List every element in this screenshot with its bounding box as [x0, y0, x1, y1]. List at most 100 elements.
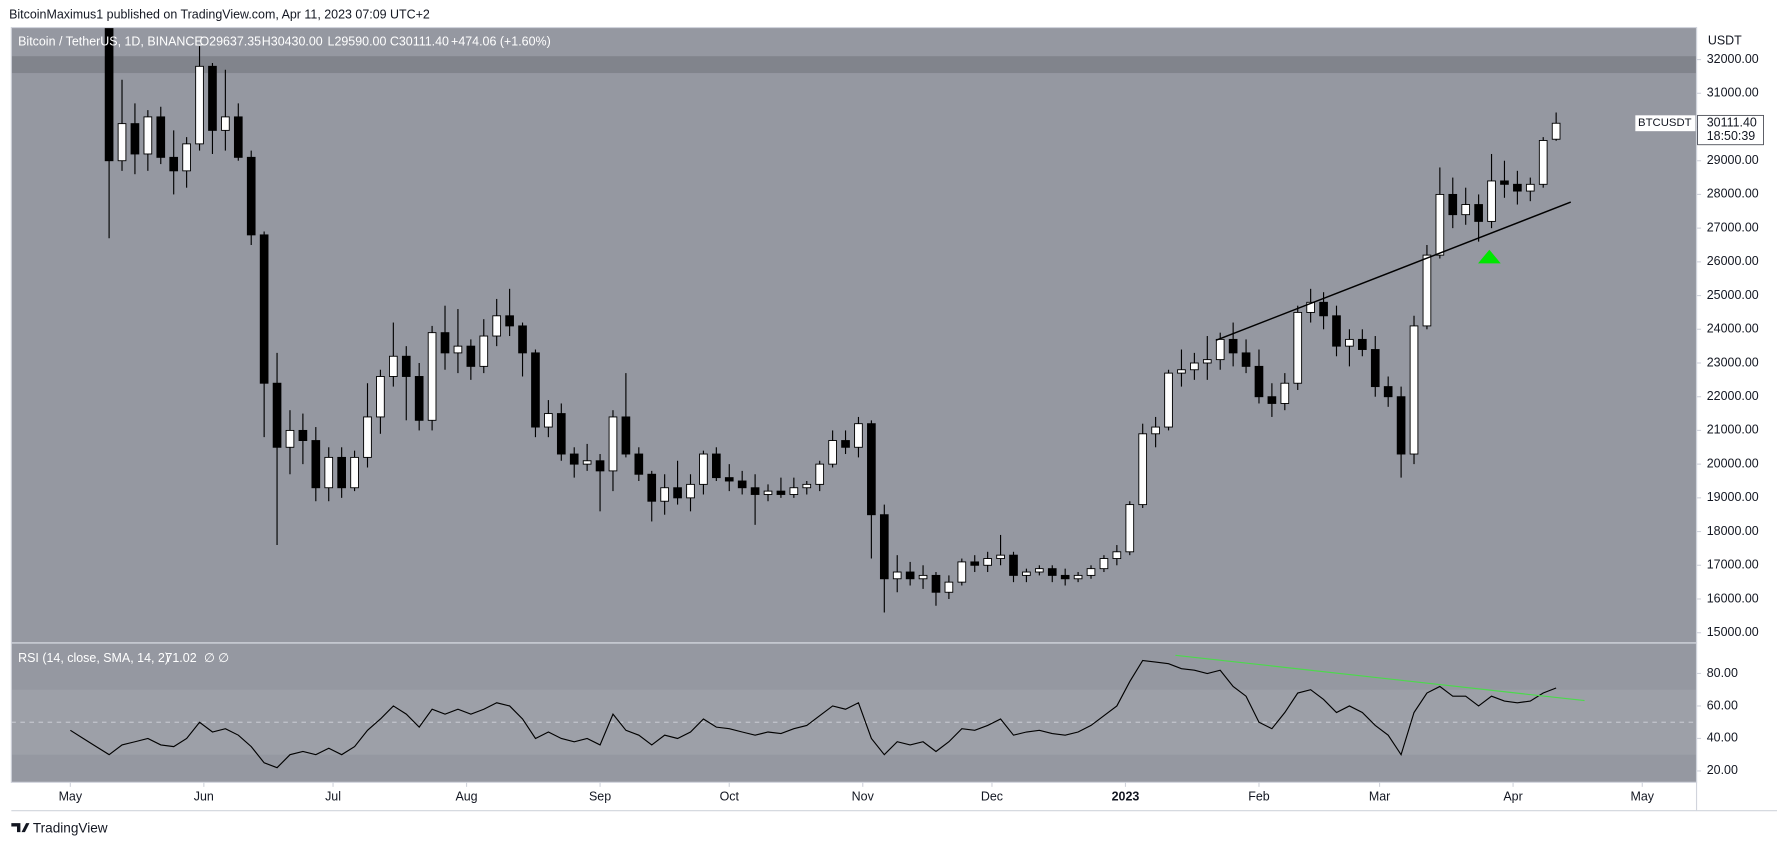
candle-body: [1035, 568, 1044, 573]
candle-body: [621, 416, 631, 455]
candle-body: [1332, 315, 1341, 347]
ohlc-open: O29637.35: [199, 35, 261, 49]
price-tag-box: [1635, 115, 1696, 132]
candle-body: [389, 355, 398, 377]
ohlc-low: L29590.00: [328, 35, 387, 49]
y-tick-label: 20000.00: [1707, 456, 1759, 470]
candle-body: [492, 315, 502, 337]
y-tick-label: 24000.00: [1707, 322, 1759, 336]
candle-body: [182, 143, 191, 172]
candle-body: [1228, 338, 1238, 354]
rsi-extra: ∅ ∅: [204, 651, 229, 665]
candle-body: [854, 423, 863, 448]
candle-body: [1060, 574, 1070, 580]
candle-body: [1525, 183, 1535, 192]
candle-body: [789, 487, 799, 495]
symbol: Bitcoin / TetherUS, 1D, BINANCE: [18, 35, 203, 49]
candle-body: [401, 355, 411, 377]
y-tick-label: 19000.00: [1707, 490, 1759, 504]
y-tick-label: 25000.00: [1707, 288, 1759, 302]
candle-body: [1500, 180, 1509, 185]
axis-unit: USDT: [1708, 33, 1742, 47]
ohlc-high: H30430.00: [262, 35, 323, 49]
y-tick-label: 29000.00: [1707, 153, 1759, 167]
y-tick-label: 22000.00: [1707, 389, 1759, 403]
y-tick-label: 32000.00: [1707, 52, 1759, 66]
y-tick-label: 80.00: [1707, 666, 1738, 680]
candle-body: [1448, 193, 1458, 216]
candle-body: [1358, 338, 1367, 350]
candle-body: [867, 423, 876, 516]
candle-body: [1254, 365, 1264, 398]
candle-body: [931, 574, 941, 593]
candle-body: [1474, 204, 1483, 222]
rsi-pane: [11, 654, 1697, 769]
candle-body: [918, 574, 928, 580]
x-tick-label: 2023: [1112, 789, 1140, 803]
x-tick-label: Jun: [194, 789, 214, 803]
candle-body: [518, 325, 527, 354]
candle-body: [1241, 352, 1251, 367]
candle-body: [905, 571, 915, 580]
candle-body: [1319, 301, 1328, 317]
candle-body: [556, 413, 566, 455]
candle-body: [1151, 426, 1160, 435]
candle-body: [324, 456, 334, 489]
candle-body: [699, 453, 708, 485]
x-tick-label: Aug: [455, 789, 477, 803]
candle-body: [453, 345, 463, 354]
y-tick-label: 40.00: [1707, 731, 1738, 745]
candle-body: [143, 116, 153, 155]
candle-body: [298, 429, 308, 441]
candle-body: [1202, 359, 1212, 364]
candle-body: [1396, 396, 1406, 455]
candle-body: [544, 413, 553, 428]
candle-body: [1280, 382, 1290, 404]
y-tick-label: 27000.00: [1707, 220, 1759, 234]
candle-body: [582, 460, 592, 465]
rsi-band: [11, 689, 1697, 755]
candle-body: [259, 234, 269, 384]
footer-logo: [11, 823, 30, 833]
y-tick-label: 31000.00: [1707, 86, 1759, 100]
x-tick-label: May: [59, 789, 83, 803]
rsi-value: 71.02: [165, 651, 196, 665]
price-pane: [11, 27, 1697, 613]
rsi-title: RSI (14, close, SMA, 14, 2): [18, 651, 169, 665]
y-tick-label: 18000.00: [1707, 524, 1759, 538]
candle-body: [996, 554, 1005, 559]
price-label: 30111.40: [1707, 116, 1757, 130]
candle-body: [1461, 204, 1471, 216]
y-tick-label: 26000.00: [1707, 254, 1759, 268]
candle-body: [195, 65, 204, 145]
candle-body: [1422, 254, 1432, 327]
candle-body: [363, 416, 372, 458]
candle-body: [1099, 558, 1109, 570]
candle-body: [1009, 554, 1018, 576]
candle-body: [660, 487, 669, 502]
candle-body: [828, 440, 837, 465]
candle-body: [117, 123, 127, 162]
x-tick-label: Oct: [720, 789, 740, 803]
candle-body: [944, 581, 954, 593]
x-tick-label: Sep: [589, 789, 611, 803]
published-note: BitcoinMaximus1 published on TradingView…: [9, 7, 430, 21]
candle-body: [647, 473, 657, 502]
candle-body: [983, 558, 992, 566]
candle-body: [673, 487, 682, 499]
candle-body: [1345, 338, 1354, 347]
y-tick-label: 28000.00: [1707, 187, 1759, 201]
candle-body: [634, 453, 644, 475]
symbol-header: Bitcoin / TetherUS, 1D, BINANCE O29637.3…: [18, 35, 551, 49]
trendline: [1215, 201, 1572, 342]
x-tick-label: Feb: [1248, 789, 1270, 803]
candle-body: [479, 335, 489, 367]
candle-body: [1125, 504, 1135, 553]
candle-body: [233, 116, 243, 158]
candle-body: [776, 490, 786, 495]
candle-body: [466, 345, 476, 367]
candle-body: [1435, 193, 1445, 256]
candle-body: [1370, 349, 1380, 388]
candle-body: [531, 352, 540, 428]
